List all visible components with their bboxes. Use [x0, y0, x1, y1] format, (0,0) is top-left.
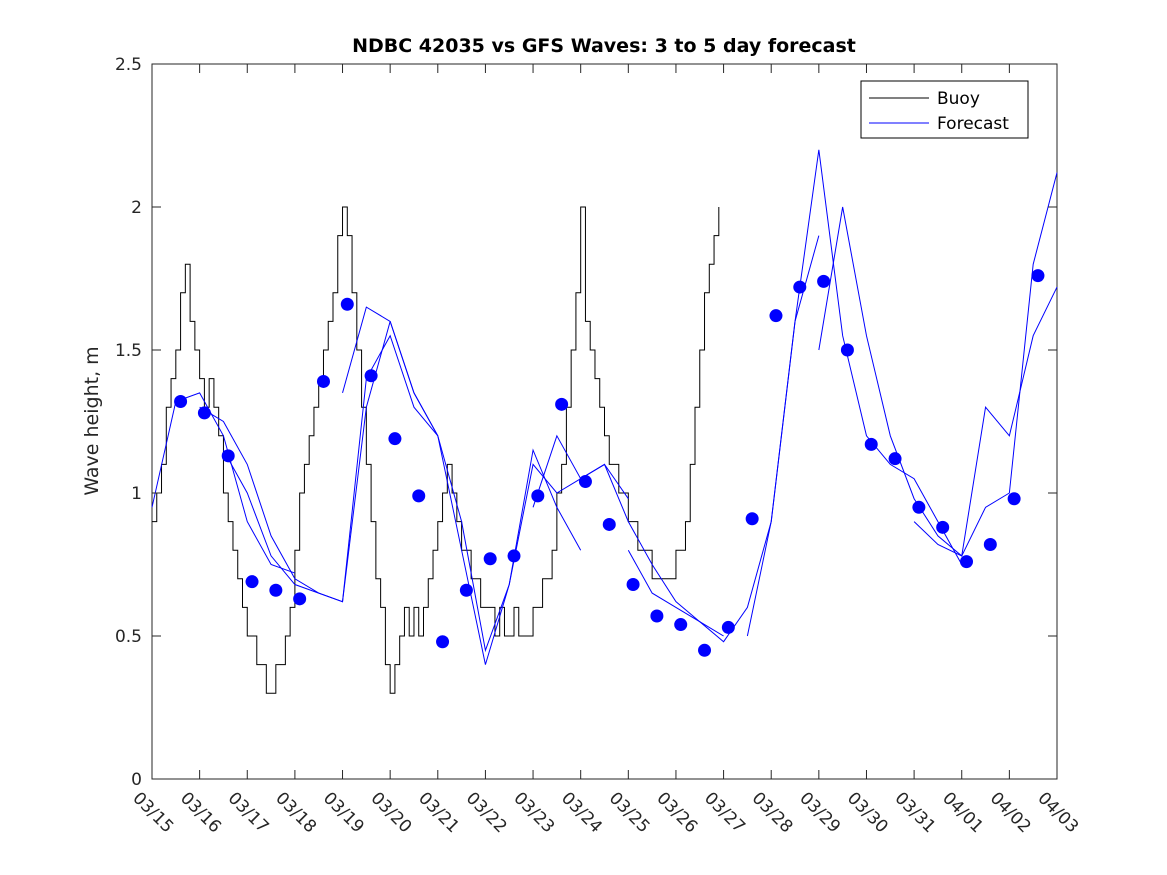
forecast-line-10: [913, 172, 1058, 557]
buoy-series: [152, 206, 720, 694]
forecast-marker: [888, 452, 902, 466]
y-axis: 0 0.5 1 1.5 2 2.5: [115, 55, 1057, 790]
forecast-line-8: [746, 149, 963, 637]
forecast-marker: [531, 489, 545, 503]
y-tick-label: 0: [131, 770, 142, 790]
forecast-marker-final: [1031, 269, 1045, 283]
forecast-marker: [555, 397, 569, 411]
y-tick-label: 1.5: [115, 341, 142, 361]
forecast-marker: [388, 432, 402, 446]
forecast-marker: [912, 500, 926, 514]
forecast-marker: [745, 512, 759, 526]
forecast-marker: [602, 517, 616, 531]
forecast-marker: [578, 475, 592, 489]
forecast-marker: [293, 592, 307, 606]
forecast-marker: [364, 369, 378, 383]
forecast-marker: [864, 437, 878, 451]
forecast-marker: [817, 274, 831, 288]
legend-box: [860, 80, 1029, 139]
forecast-marker: [340, 297, 354, 311]
forecast-marker: [721, 620, 735, 634]
forecast-marker: [269, 583, 283, 597]
forecast-markers: [174, 269, 1045, 657]
forecast-marker: [483, 552, 497, 566]
forecast-marker: [698, 643, 712, 657]
forecast-marker: [412, 489, 426, 503]
forecast-marker: [245, 575, 259, 589]
forecast-marker: [459, 583, 473, 597]
forecast-marker: [1007, 492, 1021, 506]
legend: Buoy Forecast: [860, 80, 1029, 139]
y-tick-label: 1: [131, 484, 142, 504]
forecast-series-group: [151, 149, 1058, 665]
forecast-marker: [316, 374, 330, 388]
forecast-marker: [436, 635, 450, 649]
forecast-marker: [983, 537, 997, 551]
chart-title: NDBC 42035 vs GFS Waves: 3 to 5 day fore…: [352, 35, 856, 57]
forecast-marker: [650, 609, 664, 623]
forecast-marker: [174, 394, 188, 408]
legend-forecast-label: Forecast: [937, 114, 1009, 134]
forecast-line-9: [818, 206, 1058, 557]
y-axis-label: Wave height, m: [81, 346, 103, 495]
forecast-marker: [769, 309, 783, 323]
y-tick-label: 2: [131, 198, 142, 218]
forecast-marker: [626, 578, 640, 592]
forecast-line-4: [342, 306, 582, 653]
forecast-marker: [674, 618, 688, 632]
buoy-line: [152, 206, 720, 694]
forecast-marker: [221, 449, 235, 463]
y-tick-label: 0.5: [115, 627, 142, 647]
legend-buoy-label: Buoy: [937, 89, 980, 109]
forecast-marker: [936, 520, 950, 534]
forecast-marker: [960, 555, 973, 569]
forecast-line-3: [223, 334, 439, 603]
forecast-marker: [507, 549, 521, 563]
forecast-marker: [197, 406, 211, 420]
y-tick-label: 2.5: [115, 55, 142, 75]
forecast-line-2: [199, 321, 391, 603]
forecast-line-6: [532, 434, 724, 637]
forecast-marker: [793, 280, 807, 294]
forecast-marker: [840, 343, 854, 357]
